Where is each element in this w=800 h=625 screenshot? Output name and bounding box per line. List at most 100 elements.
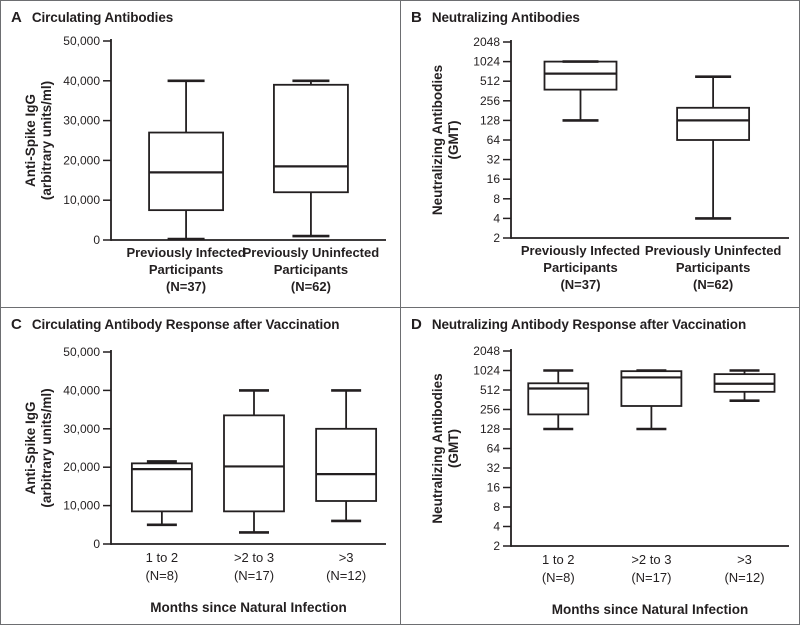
y-tick-label: 20,000 bbox=[63, 460, 100, 474]
y-tick-label: 0 bbox=[93, 233, 100, 247]
y-tick-label: 30,000 bbox=[63, 114, 100, 128]
panel-a-heading: Circulating Antibodies bbox=[31, 10, 174, 25]
panel-d-title: D Neutralizing Antibody Response after Va… bbox=[411, 316, 746, 334]
panel-b-heading: Neutralizing Antibodies bbox=[431, 10, 580, 25]
y-axis-title: Anti-Spike IgG(arbitrary units/ml) bbox=[23, 81, 54, 200]
category-label: Participants bbox=[676, 260, 750, 275]
y-tick-label: 256 bbox=[480, 403, 500, 417]
panel-d-letter: D bbox=[411, 316, 422, 333]
y-tick-label: 2048 bbox=[473, 344, 500, 358]
y-tick-label: 64 bbox=[487, 442, 501, 456]
iqr-box bbox=[543, 60, 618, 91]
category-label: (N=12) bbox=[724, 570, 764, 585]
category-label: 1 to 2 bbox=[542, 552, 575, 567]
y-tick-label: 2048 bbox=[473, 35, 500, 49]
y-tick-label: 32 bbox=[487, 153, 501, 167]
box-group bbox=[713, 369, 776, 403]
y-tick-label: 8 bbox=[493, 192, 500, 206]
panel-c-title: C Circulating Antibody Response after Vac… bbox=[11, 316, 340, 334]
iqr-box bbox=[315, 427, 378, 502]
category-label: (N=17) bbox=[234, 568, 274, 583]
category-label: (N=17) bbox=[631, 570, 671, 585]
box-group bbox=[130, 460, 193, 527]
iqr-box bbox=[130, 462, 193, 513]
panel-b-title: B Neutralizing Antibodies bbox=[411, 9, 580, 27]
panel-d-heading: Neutralizing Antibody Response after Vac… bbox=[431, 317, 747, 332]
y-tick-label: 32 bbox=[487, 461, 501, 475]
category-label: >2 to 3 bbox=[234, 550, 274, 565]
y-axis-title: Neutralizing Antibodies(GMT) bbox=[430, 373, 461, 523]
category-label: (N=37) bbox=[166, 279, 206, 294]
panel-c-heading: Circulating Antibody Response after Vacc… bbox=[31, 317, 340, 332]
iqr-box bbox=[223, 414, 285, 513]
panel-a-letter: A bbox=[11, 9, 22, 26]
box-group bbox=[527, 369, 590, 431]
box-group bbox=[676, 75, 751, 220]
boxplot-circulating-antibodies: 0 10,000 20,000 30,000 40,000 50,000 Previousl… bbox=[23, 34, 386, 294]
category-label: Participants bbox=[149, 262, 223, 277]
panel-b-letter: B bbox=[411, 9, 422, 26]
box-group bbox=[620, 369, 683, 431]
y-tick-label: 50,000 bbox=[63, 34, 100, 48]
category-label: Previously Uninfected bbox=[243, 245, 380, 260]
panel-c-letter: C bbox=[11, 316, 22, 333]
boxplot-neutralizing-antibodies: 2 4 8 16 32 64 128 256 512 1024 2048 Previously Inf… bbox=[430, 35, 789, 292]
y-tick-label: 40,000 bbox=[63, 383, 100, 397]
y-tick-label: 10,000 bbox=[63, 193, 100, 207]
box-group bbox=[543, 60, 618, 122]
y-tick-label: 50,000 bbox=[63, 345, 100, 359]
box-group bbox=[315, 389, 378, 523]
category-label: Previously Infected bbox=[521, 243, 640, 258]
y-tick-label: 40,000 bbox=[63, 74, 100, 88]
panel-b: B Neutralizing Antibodies 2 4 8 16 32 64 128 256… bbox=[401, 1, 799, 307]
y-tick-label: 4 bbox=[493, 520, 500, 534]
y-tick-label: 512 bbox=[480, 383, 500, 397]
y-tick-label: 20,000 bbox=[63, 153, 100, 167]
category-label: Previously Uninfected bbox=[645, 243, 782, 258]
category-label: Previously Infected bbox=[126, 245, 245, 260]
boxplot-neutralizing-response-after-vaccination: 2 4 8 16 32 64 128 256 512 1024 2048 1 to 2 (N=8) >2 … bbox=[430, 344, 789, 617]
y-tick-label: 30,000 bbox=[63, 422, 100, 436]
category-label: (N=62) bbox=[291, 279, 331, 294]
category-label: Participants bbox=[274, 262, 348, 277]
y-axis-title: Anti-Spike IgG(arbitrary units/ml) bbox=[23, 388, 54, 507]
y-tick-label: 1024 bbox=[473, 55, 500, 69]
category-label: 1 to 2 bbox=[146, 550, 179, 565]
iqr-box bbox=[273, 83, 349, 194]
y-tick-label: 512 bbox=[480, 74, 500, 88]
category-label: (N=8) bbox=[542, 570, 575, 585]
iqr-box bbox=[676, 106, 751, 141]
panel-c: C Circulating Antibody Response after Vac… bbox=[1, 308, 400, 624]
panel-a: A Circulating Antibodies 0 10,000 20,000 30,… bbox=[1, 1, 400, 307]
box-group bbox=[273, 79, 349, 238]
category-label: >3 bbox=[339, 550, 354, 565]
boxplot-circulating-response-after-vaccination: 0 10,000 20,000 30,000 40,000 50,000 1 to 2 (N=… bbox=[23, 345, 386, 615]
y-tick-label: 128 bbox=[480, 113, 500, 127]
category-label: >2 to 3 bbox=[631, 552, 671, 567]
y-tick-label: 2 bbox=[493, 539, 500, 553]
x-axis-title: Months since Natural Infection bbox=[552, 602, 749, 617]
category-label: (N=62) bbox=[693, 277, 733, 292]
y-axis-title: Neutralizing Antibodies(GMT) bbox=[430, 65, 461, 215]
y-tick-label: 10,000 bbox=[63, 499, 100, 513]
category-label: (N=37) bbox=[560, 277, 600, 292]
category-label: Participants bbox=[543, 260, 617, 275]
y-tick-label: 256 bbox=[480, 94, 500, 108]
y-tick-label: 64 bbox=[487, 133, 501, 147]
y-tick-label: 128 bbox=[480, 422, 500, 436]
panel-a-title: A Circulating Antibodies bbox=[11, 9, 173, 27]
y-tick-label: 1024 bbox=[473, 364, 500, 378]
y-tick-label: 2 bbox=[493, 231, 500, 245]
x-axis-title: Months since Natural Infection bbox=[150, 600, 347, 615]
y-tick-label: 8 bbox=[493, 500, 500, 514]
category-label: >3 bbox=[737, 552, 752, 567]
y-tick-label: 0 bbox=[93, 537, 100, 551]
y-tick-label: 4 bbox=[493, 211, 500, 225]
box-group bbox=[148, 79, 224, 241]
panel-d: D Neutralizing Antibody Response after Va… bbox=[401, 308, 799, 624]
box-group bbox=[223, 389, 285, 534]
category-label: (N=12) bbox=[326, 568, 366, 583]
category-label: (N=8) bbox=[145, 568, 178, 583]
y-tick-label: 16 bbox=[487, 172, 501, 186]
